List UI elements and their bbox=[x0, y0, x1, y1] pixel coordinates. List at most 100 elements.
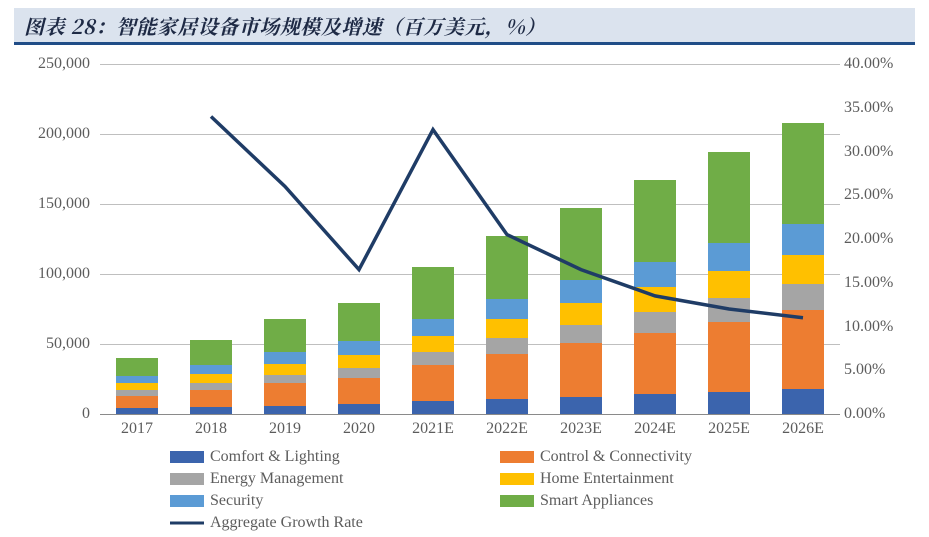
grid-line bbox=[100, 344, 840, 345]
bar-segment-energy_management bbox=[338, 368, 381, 378]
bar-segment-security bbox=[782, 224, 825, 255]
bar-segment-security bbox=[560, 280, 603, 302]
bar-segment-smart_appliances bbox=[486, 236, 529, 299]
bar-segment-home_entertainment bbox=[190, 374, 233, 383]
bar-segment-control_connectivity bbox=[708, 322, 751, 392]
bar-segment-home_entertainment bbox=[116, 383, 159, 390]
bar-segment-comfort_lighting bbox=[782, 389, 825, 414]
y-right-tick-label: 10.00% bbox=[844, 318, 929, 336]
bar-segment-energy_management bbox=[634, 312, 677, 333]
bar-segment-smart_appliances bbox=[338, 303, 381, 341]
grid-line bbox=[100, 134, 840, 135]
y-right-tick-label: 25.00% bbox=[844, 186, 929, 204]
bar-segment-home_entertainment bbox=[782, 255, 825, 284]
bar-segment-energy_management bbox=[708, 298, 751, 322]
bar-segment-comfort_lighting bbox=[190, 407, 233, 414]
bar-segment-security bbox=[190, 365, 233, 374]
grid-line bbox=[100, 64, 840, 65]
grid-line bbox=[100, 414, 840, 415]
bar-segment-energy_management bbox=[116, 390, 159, 396]
legend-swatch bbox=[170, 495, 204, 507]
bar-segment-control_connectivity bbox=[264, 383, 307, 405]
y-right-tick-label: 20.00% bbox=[844, 230, 929, 248]
bar-segment-energy_management bbox=[190, 383, 233, 390]
y-right-tick-label: 40.00% bbox=[844, 55, 929, 73]
bar-segment-control_connectivity bbox=[634, 333, 677, 395]
y-right-tick-label: 35.00% bbox=[844, 99, 929, 117]
bar-segment-smart_appliances bbox=[708, 152, 751, 244]
legend-swatch bbox=[170, 451, 204, 463]
x-tick-label: 2022E bbox=[486, 420, 528, 438]
y-left-tick-label: 0 bbox=[10, 405, 90, 423]
legend-item-aggregate_growth_rate: Aggregate Growth Rate bbox=[170, 512, 500, 534]
bar-segment-comfort_lighting bbox=[634, 394, 677, 414]
legend-label: Security bbox=[210, 492, 263, 510]
bar-segment-control_connectivity bbox=[412, 365, 455, 401]
legend-line-swatch bbox=[170, 517, 204, 529]
bar-segment-control_connectivity bbox=[116, 396, 159, 409]
line-layer bbox=[100, 64, 840, 414]
legend-label: Home Entertainment bbox=[540, 470, 674, 488]
title-bar: 图表 28：智能家居设备市场规模及增速（百万美元，%） bbox=[14, 8, 915, 45]
bar-segment-home_entertainment bbox=[338, 355, 381, 368]
bar-segment-energy_management bbox=[782, 284, 825, 311]
bar-segment-home_entertainment bbox=[264, 364, 307, 375]
legend-label: Aggregate Growth Rate bbox=[210, 514, 363, 532]
bar-segment-control_connectivity bbox=[338, 378, 381, 405]
bar-segment-home_entertainment bbox=[634, 287, 677, 312]
legend-label: Smart Appliances bbox=[540, 492, 653, 510]
bar-segment-comfort_lighting bbox=[264, 406, 307, 414]
y-left-tick-label: 200,000 bbox=[10, 125, 90, 143]
growth-line-svg bbox=[100, 64, 840, 414]
bar-segment-comfort_lighting bbox=[486, 399, 529, 414]
legend-label: Control & Connectivity bbox=[540, 448, 692, 466]
legend-swatch bbox=[500, 473, 534, 485]
title-main: 智能家居设备市场规模及增速（百万美元，%） bbox=[116, 11, 546, 40]
bar-segment-comfort_lighting bbox=[412, 401, 455, 414]
legend-item-energy_management: Energy Management bbox=[170, 468, 500, 490]
bar-segment-energy_management bbox=[412, 352, 455, 365]
y-left-tick-label: 250,000 bbox=[10, 55, 90, 73]
bar-segment-security bbox=[116, 376, 159, 383]
bar-segment-control_connectivity bbox=[486, 354, 529, 399]
bar-segment-smart_appliances bbox=[116, 358, 159, 376]
legend-swatch bbox=[500, 451, 534, 463]
bar-segment-home_entertainment bbox=[708, 271, 751, 298]
y-right-tick-label: 0.00% bbox=[844, 405, 929, 423]
legend-item-home_entertainment: Home Entertainment bbox=[500, 468, 830, 490]
x-tick-label: 2021E bbox=[412, 420, 454, 438]
grid-line bbox=[100, 274, 840, 275]
bar-segment-control_connectivity bbox=[560, 343, 603, 396]
legend-item-comfort_lighting: Comfort & Lighting bbox=[170, 446, 500, 468]
x-tick-label: 2017 bbox=[121, 420, 153, 438]
bar-segment-security bbox=[708, 243, 751, 271]
bar-segment-energy_management bbox=[264, 375, 307, 383]
title-prefix: 图表 28： bbox=[24, 11, 116, 40]
bar-segment-comfort_lighting bbox=[338, 404, 381, 414]
legend-label: Energy Management bbox=[210, 470, 343, 488]
x-tick-label: 2026E bbox=[782, 420, 824, 438]
x-tick-label: 2025E bbox=[708, 420, 750, 438]
y-right-tick-label: 15.00% bbox=[844, 274, 929, 292]
growth-rate-line bbox=[211, 117, 803, 318]
bar-segment-comfort_lighting bbox=[560, 397, 603, 415]
x-tick-label: 2018 bbox=[195, 420, 227, 438]
legend-item-control_connectivity: Control & Connectivity bbox=[500, 446, 830, 468]
bar-segment-energy_management bbox=[486, 338, 529, 353]
y-right-tick-label: 5.00% bbox=[844, 361, 929, 379]
y-left-tick-label: 50,000 bbox=[10, 335, 90, 353]
x-tick-label: 2024E bbox=[634, 420, 676, 438]
chart-container: 图表 28：智能家居设备市场规模及增速（百万美元，%） 2017 2018 2019… bbox=[0, 0, 929, 537]
bar-segment-control_connectivity bbox=[782, 310, 825, 388]
bar-segment-security bbox=[264, 352, 307, 363]
bar-segment-security bbox=[486, 299, 529, 319]
x-tick-label: 2023E bbox=[560, 420, 602, 438]
bar-segment-smart_appliances bbox=[264, 319, 307, 353]
legend-label: Comfort & Lighting bbox=[210, 448, 340, 466]
y-right-tick-label: 30.00% bbox=[844, 143, 929, 161]
x-tick-label: 2020 bbox=[343, 420, 375, 438]
y-left-tick-label: 150,000 bbox=[10, 195, 90, 213]
bar-segment-comfort_lighting bbox=[708, 392, 751, 414]
bar-segment-home_entertainment bbox=[486, 319, 529, 339]
x-tick-label: 2019 bbox=[269, 420, 301, 438]
